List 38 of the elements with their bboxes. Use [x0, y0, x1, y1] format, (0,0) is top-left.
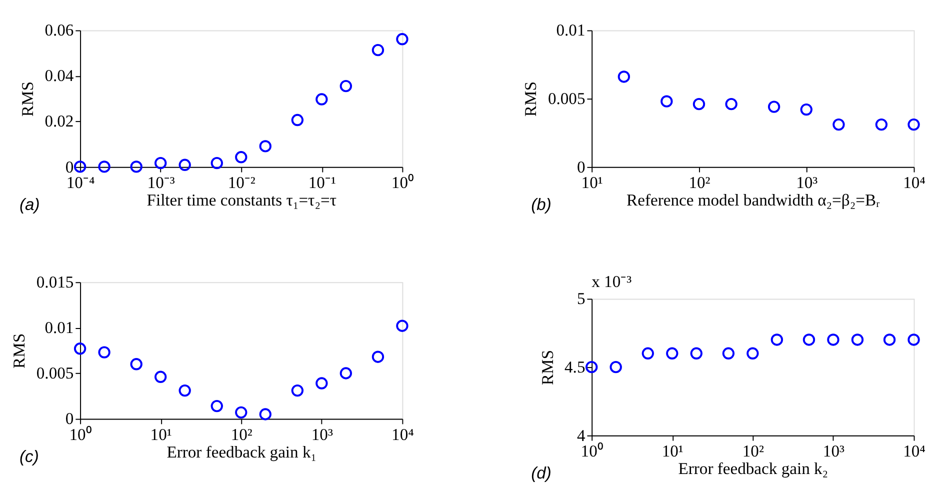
x-axis-title: Error feedback gain k₂ — [678, 458, 828, 478]
y-tick-label: 0.005 — [548, 88, 586, 108]
x-tick-label: 10¹ — [662, 441, 684, 460]
x-tick-label: 10² — [742, 441, 764, 460]
y-axis-title: RMS — [521, 82, 540, 117]
y-tick-label: 0.005 — [36, 364, 74, 383]
y-tick-label: 0.015 — [36, 272, 74, 292]
x-tick-label: 10³ — [822, 441, 845, 460]
y-tick-label: 0.02 — [44, 112, 74, 131]
x-axis-title: Reference model bandwidth α₂=β₂=Bᵣ — [626, 190, 880, 210]
x-tick-label: 10⁻³ — [147, 172, 175, 192]
y-axis-title: RMS — [18, 82, 37, 117]
x-tick-label: 10⁴ — [903, 441, 926, 460]
x-axis-title: Error feedback gain k₁ — [166, 442, 317, 462]
x-tick-label: 10⁻² — [228, 172, 256, 192]
x-tick-label: 10⁻¹ — [308, 172, 336, 192]
x-tick-label: 10⁴ — [392, 424, 414, 444]
y-tick-label: 4.5 — [564, 357, 586, 376]
x-tick-label: 10¹ — [150, 424, 172, 444]
y-tick-label: 0.06 — [44, 20, 74, 40]
x-tick-label: 10² — [688, 172, 710, 192]
y-tick-label: 0.01 — [44, 318, 74, 338]
text: (c) — [20, 446, 39, 466]
x-tick-label: 10³ — [311, 424, 333, 444]
x-tick-label: 10⁴ — [903, 172, 926, 192]
y-tick-label: 0.04 — [44, 66, 74, 86]
y-tick-label: 0.01 — [556, 20, 586, 40]
y-axis-title: RMS — [10, 333, 29, 368]
x-tick-label: 10³ — [796, 172, 818, 192]
text: (a) — [20, 194, 40, 214]
x-axis-title: Filter time constants τ₁=τ₂=τ — [146, 190, 337, 210]
text: (d) — [531, 463, 552, 482]
text: x 10⁻³ — [592, 272, 632, 292]
x-tick-label: 10⁰ — [391, 172, 414, 192]
y-tick-label: 5 — [576, 289, 586, 308]
y-axis-title: RMS — [538, 350, 557, 386]
x-tick-label: 10² — [230, 424, 252, 444]
text: (b) — [531, 194, 552, 214]
